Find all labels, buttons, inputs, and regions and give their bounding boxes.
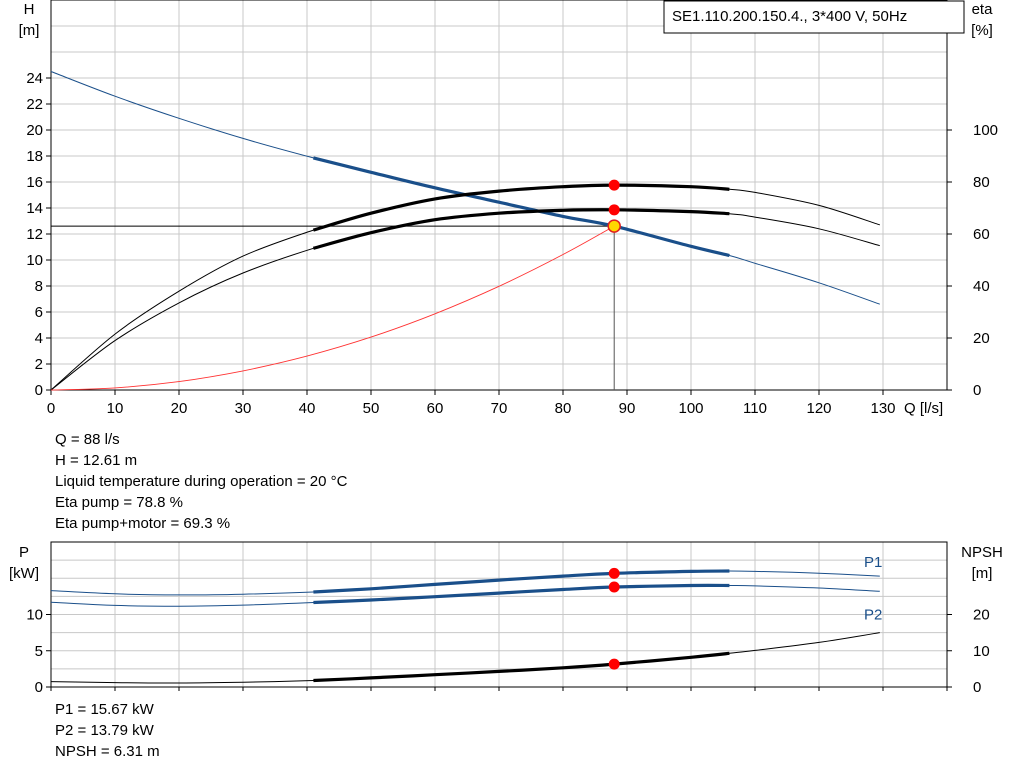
operating-point-info: Q = 88 l/s H = 12.61 m Liquid temperatur… [55,429,347,534]
head-chart-xlabel: Q [l/s] [904,400,943,417]
head-chart-y2label-symbol: eta [972,1,994,18]
head-chart-ylabel-unit: [m] [19,22,40,39]
power-chart-y2tick-label: 0 [973,679,981,696]
head-chart-ytick-label: 0 [35,382,43,399]
head-chart-curve-system-curve [50,225,615,391]
head-chart-ytick-label: 22 [26,96,43,113]
head-chart-y2tick-label: 20 [973,330,990,347]
power-chart-ylabel-unit: [kW] [9,565,39,582]
head-chart-y2tick-label: 80 [973,174,990,191]
head-chart-duty-point [608,179,620,191]
head-chart-ytick-label: 24 [26,70,43,87]
power-chart-series-label-p1: P1 [864,554,882,571]
head-chart-xtick-label: 10 [107,400,124,417]
head-chart-ylabel-symbol: H [24,1,35,18]
head-chart-xtick-label: 20 [171,400,188,417]
eta-pump-readout: Eta pump = 78.8 % [55,494,183,511]
head-chart-xtick-label: 90 [619,400,636,417]
head-chart-ytick-label: 14 [26,200,43,217]
head-chart-ytick-label: 6 [35,304,43,321]
power-chart-y2label-unit: [m] [972,565,993,582]
head-chart-ytick-label: 20 [26,122,43,139]
p1-readout: P1 = 15.67 kW [55,701,154,718]
power-chart-ytick-label: 0 [35,679,43,696]
head-chart-ytick-label: 18 [26,148,43,165]
operating-point-marker [607,219,621,233]
power-chart-y2tick-label: 10 [973,643,990,660]
power-chart-curve-p1-working-range [313,569,730,594]
head-chart-xtick-label: 80 [555,400,572,417]
npsh-readout: NPSH = 6.31 m [55,743,160,760]
pump-model-label: SE1.110.200.150.4., 3*400 V, 50Hz [672,8,907,25]
power-chart-y2label-symbol: NPSH [961,544,1003,561]
head-chart-ytick-label: 12 [26,226,43,243]
head-chart-y2tick-label: 60 [973,226,990,243]
head-chart-xtick-label: 100 [678,400,703,417]
head-chart-xtick-label: 40 [299,400,316,417]
head-chart-curve-h-working-range [313,156,730,258]
power-chart-ytick-label: 5 [35,643,43,660]
head-chart-xtick-label: 30 [235,400,252,417]
p2-readout: P2 = 13.79 kW [55,722,154,739]
head-chart-curve-eta-pump-working-range [312,183,730,232]
head-chart-ytick-label: 4 [35,330,43,347]
power-chart-curve-npsh-working-range [313,651,730,683]
head-chart-xtick-label: 60 [427,400,444,417]
head-chart-curve-eta-pump-motor-working-range [312,208,730,250]
head-chart-xtick-label: 130 [870,400,895,417]
head-chart-y2tick-label: 0 [973,382,981,399]
power-chart-ytick-label: 10 [26,607,43,624]
head-chart-ytick-label: 2 [35,356,43,373]
head-chart-y2label-unit: [%] [971,22,993,39]
power-chart-duty-point [608,658,620,670]
temperature-readout: Liquid temperature during operation = 20… [55,473,348,490]
power-point-info: P1 = 15.67 kW P2 = 13.79 kW NPSH = 6.31 … [55,699,160,762]
power-chart-series-label-p2: P2 [864,606,882,623]
eta-total-readout: Eta pump+motor = 69.3 % [55,515,231,532]
head-chart-xtick-label: 70 [491,400,508,417]
head-chart-ytick-label: 8 [35,278,43,295]
flow-readout: Q = 88 l/s [55,431,120,448]
power-chart-duty-point [608,567,620,579]
head-chart-xtick-label: 50 [363,400,380,417]
head-chart-xtick-label: 0 [47,400,55,417]
head-chart-y2tick-label: 100 [973,122,998,139]
head-chart-y2tick-label: 40 [973,278,990,295]
power-chart-duty-point [608,581,620,593]
head-chart-ytick-label: 10 [26,252,43,269]
pump-model-box [663,0,965,34]
power-chart-y2tick-label: 20 [973,607,990,624]
head-chart-xtick-label: 120 [806,400,831,417]
head-readout: H = 12.61 m [55,452,138,469]
power-chart-curve-p2-working-range [313,583,730,605]
power-chart-ylabel-symbol: P [19,544,29,561]
head-chart-duty-point [608,204,620,216]
head-chart-ytick-label: 16 [26,174,43,191]
head-chart-xtick-label: 110 [743,400,767,417]
